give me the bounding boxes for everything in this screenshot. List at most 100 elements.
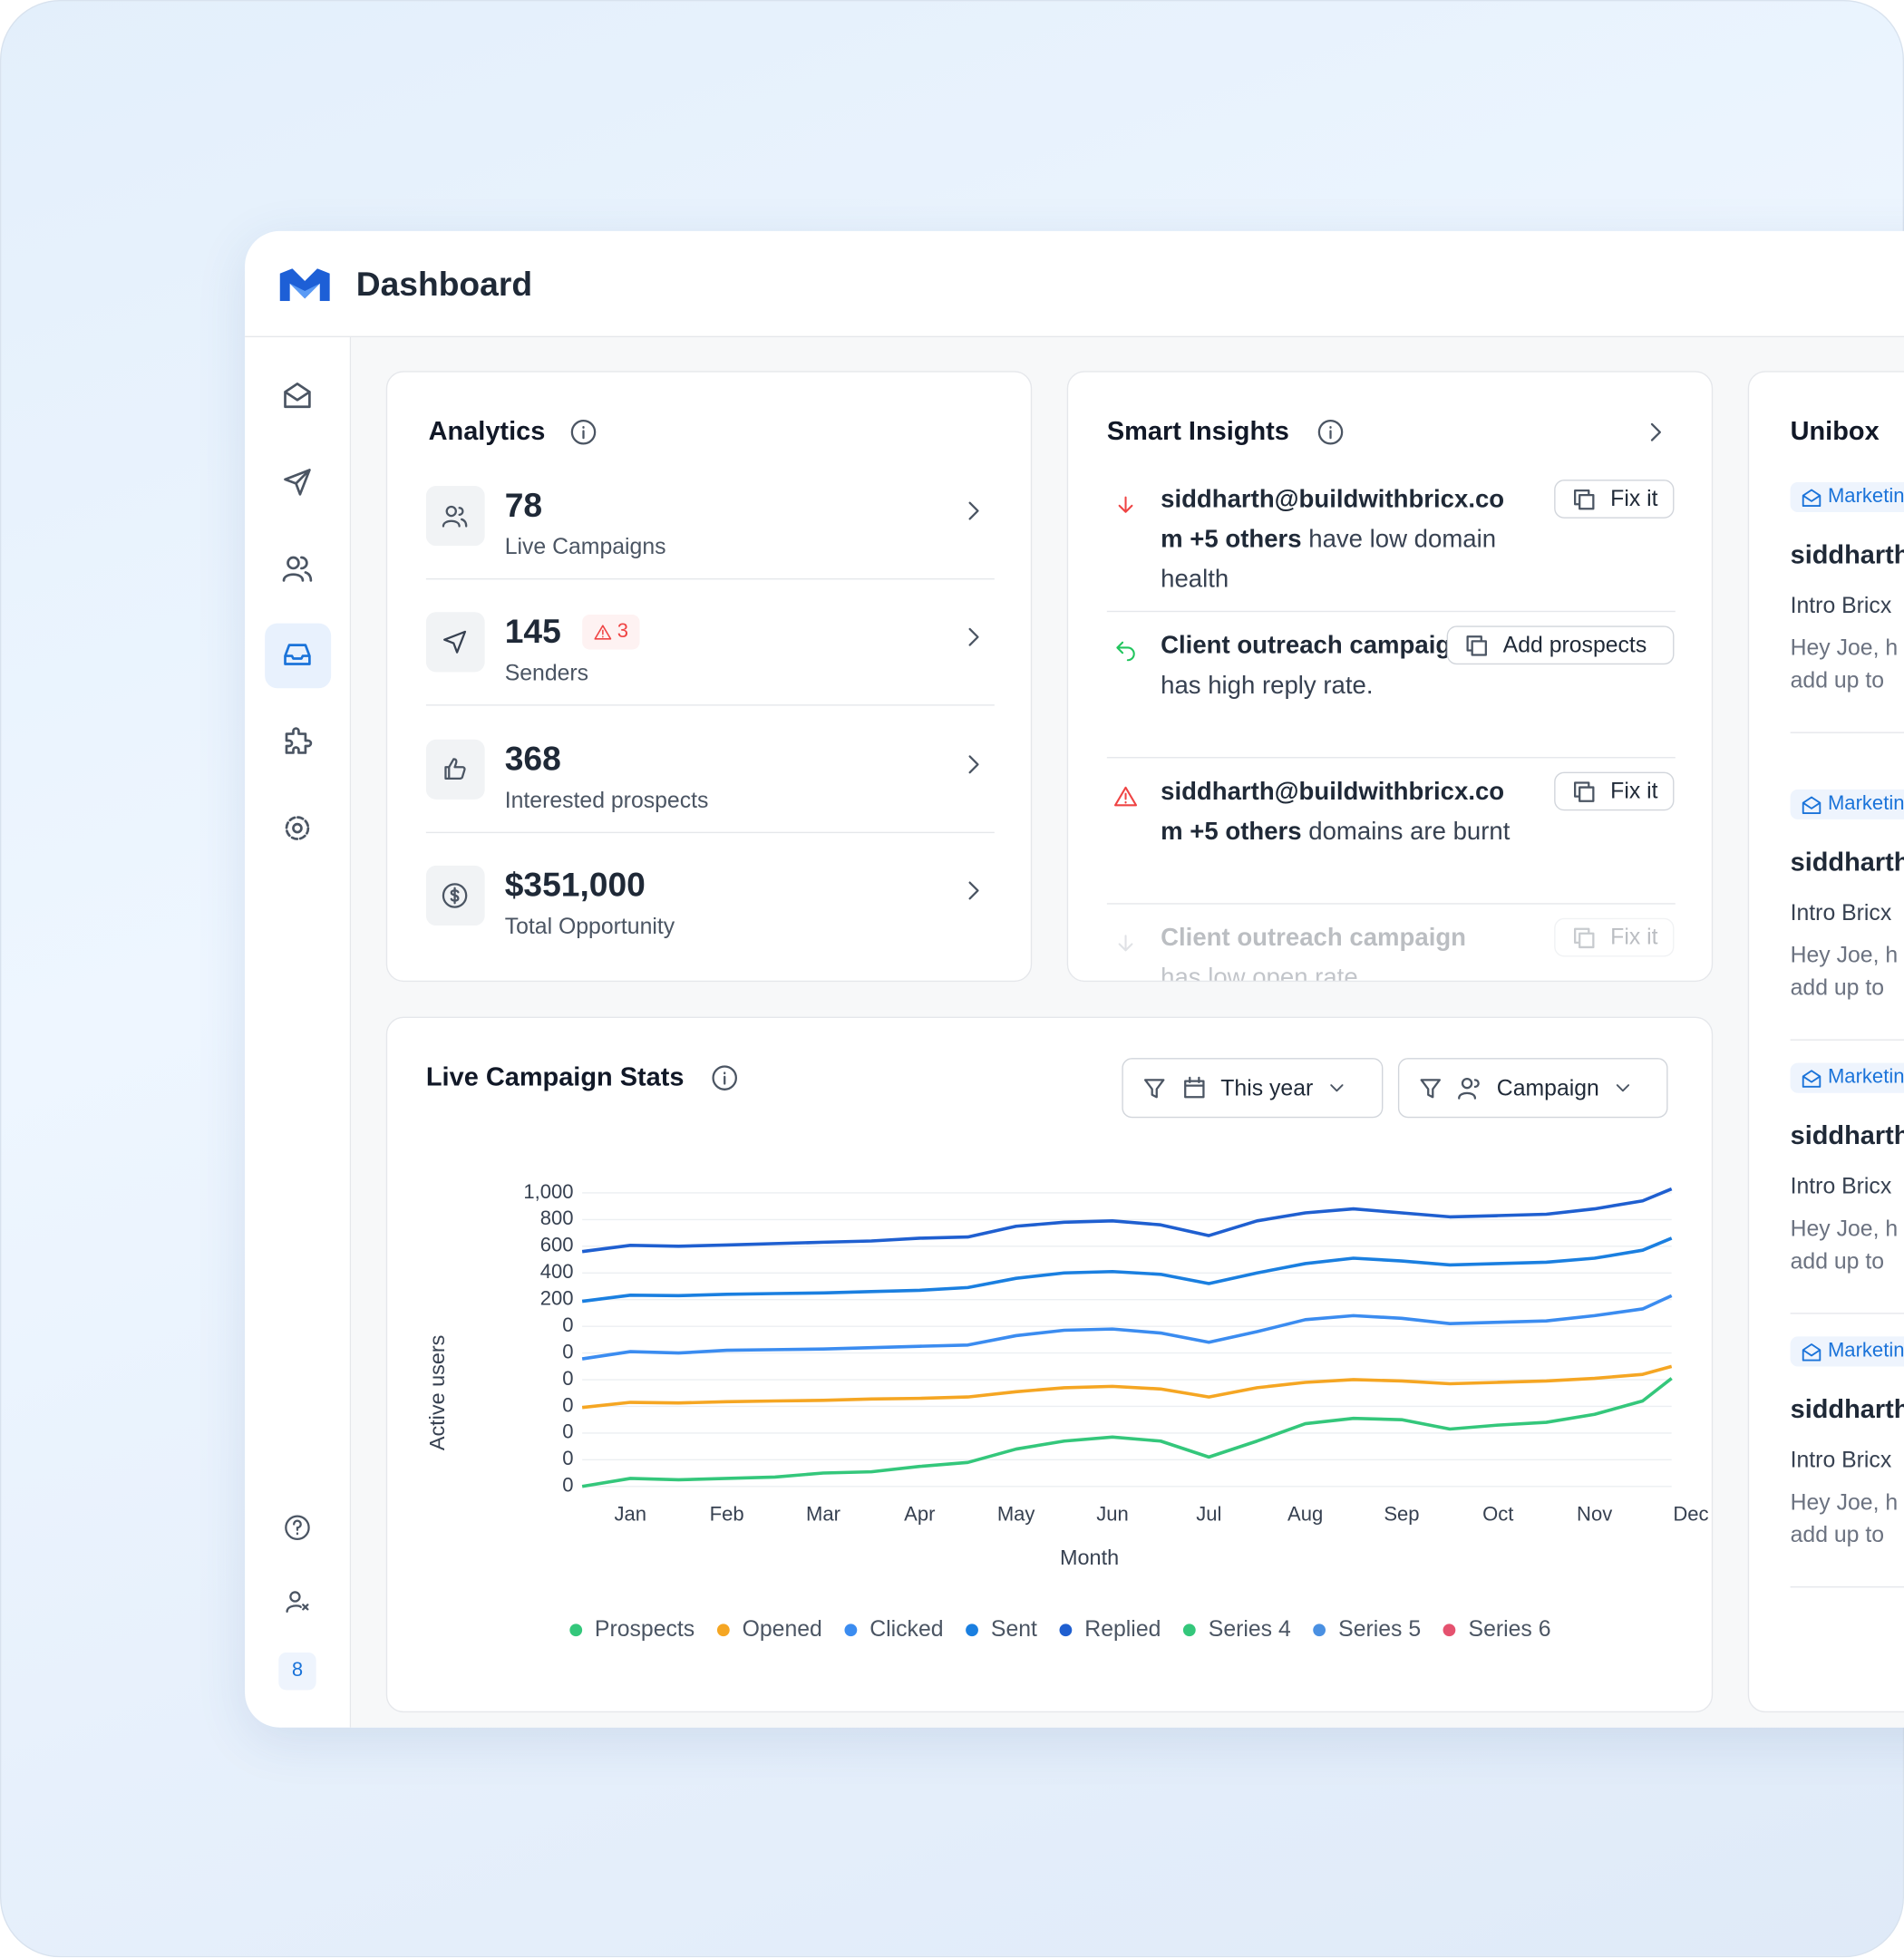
action-button[interactable]: Add prospects	[1446, 625, 1675, 665]
preview: add up to	[1790, 1522, 1885, 1547]
tag: Marketing	[1790, 481, 1904, 512]
action-button[interactable]: Fix it	[1554, 917, 1675, 957]
metric-label: Interested prospects	[504, 787, 709, 812]
insight-detail: has high reply rate.	[1161, 672, 1374, 700]
filter-dropdown[interactable]: Campaign	[1397, 1058, 1668, 1119]
series-line	[581, 1364, 1673, 1410]
button-label: Fix it	[1610, 486, 1658, 511]
insight-text: siddharth@buildwithbricx.com +5 others h…	[1161, 480, 1511, 599]
legend-label: Clicked	[869, 1616, 944, 1642]
copy-icon	[1573, 489, 1595, 509]
row-icon	[444, 757, 466, 780]
legend-item: Series 6	[1443, 1616, 1551, 1643]
y-tick-label: 0	[562, 1447, 573, 1469]
y-tick-label: 0	[562, 1367, 573, 1390]
legend-item: Clicked	[844, 1616, 944, 1643]
tag: Marketing	[1790, 789, 1904, 819]
preview: Hey Joe, h	[1790, 1216, 1899, 1241]
sender: siddharth	[1790, 1395, 1904, 1424]
legend-swatch	[717, 1623, 730, 1636]
nav-users[interactable]	[281, 552, 314, 585]
icon-box	[425, 739, 485, 800]
legend-label: Sent	[990, 1616, 1037, 1642]
x-tick-label: Jan	[615, 1502, 647, 1525]
series-line	[581, 1187, 1673, 1254]
metric-label: Total Opportunity	[504, 913, 675, 939]
legend-label: Opened	[742, 1616, 822, 1642]
badge-count: 3	[617, 621, 629, 643]
y-tick-label: 0	[562, 1393, 573, 1416]
x-tick-label: Sep	[1384, 1502, 1419, 1525]
subject: Intro Bricx	[1790, 899, 1892, 926]
insight-bold: siddharth@buildwithbricx.com +5 others	[1161, 778, 1505, 846]
icon-box	[425, 612, 485, 673]
info-icon[interactable]	[1316, 419, 1344, 446]
insight-bold: Client outreach campaign	[1161, 632, 1467, 660]
copy-icon	[1466, 635, 1487, 655]
tag-label: Marketing	[1827, 1340, 1904, 1362]
metric-value: $351,000	[504, 866, 646, 904]
row-icon	[443, 631, 467, 654]
action-button[interactable]: Fix it	[1554, 771, 1675, 811]
insight-text: siddharth@buildwithbricx.com +5 others d…	[1161, 772, 1511, 852]
metric-value: 368	[504, 739, 561, 778]
info-icon[interactable]	[569, 419, 597, 446]
nav-account[interactable]	[284, 1587, 311, 1614]
series-line	[581, 1377, 1673, 1488]
copy-icon	[1573, 780, 1595, 802]
legend-item: Series 4	[1183, 1616, 1291, 1643]
insight-detail: has low open rate	[1161, 964, 1358, 983]
nav-send[interactable]	[281, 466, 314, 499]
x-axis-label: Month	[1060, 1546, 1119, 1569]
sidebar-border	[349, 337, 352, 1728]
x-tick-label: Apr	[904, 1502, 935, 1525]
y-axis-label: Active users	[425, 1335, 449, 1450]
unibox-card: Unibox Marketing siddharth Intro Bricx Hey …	[1747, 371, 1904, 1713]
insight-bold: siddharth@buildwithbricx.com +5 others	[1161, 486, 1505, 554]
badge: 8	[278, 1653, 316, 1691]
logo	[279, 268, 330, 302]
legend-swatch	[844, 1623, 858, 1636]
chevron	[968, 881, 979, 900]
icon-box	[425, 486, 485, 547]
nav-settings[interactable]	[281, 812, 314, 845]
action-button[interactable]: Fix it	[1554, 480, 1675, 519]
nav-inbox[interactable]	[281, 638, 314, 671]
filter-kind-icon	[1458, 1077, 1480, 1100]
x-tick-label: Nov	[1577, 1502, 1612, 1525]
legend-item: Replied	[1059, 1616, 1161, 1643]
y-tick-label: 200	[540, 1287, 574, 1310]
header	[245, 231, 1904, 338]
tag: Marketing	[1790, 1336, 1904, 1367]
button-label: Fix it	[1610, 778, 1658, 804]
y-tick-label: 400	[540, 1260, 574, 1283]
legend-swatch	[1443, 1623, 1456, 1636]
button-label: Add prospects	[1502, 632, 1647, 657]
y-tick-label: 0	[562, 1313, 573, 1336]
preview: Hey Joe, h	[1790, 635, 1899, 661]
page-title: Dashboard	[355, 265, 533, 304]
chevron-down	[1330, 1084, 1344, 1092]
insight-detail: domains are burnt	[1308, 818, 1511, 846]
nav-mail[interactable]	[281, 380, 314, 412]
divider	[425, 577, 995, 580]
legend-item: Sent	[966, 1616, 1037, 1643]
chevron[interactable]	[1642, 419, 1669, 446]
button-label: Fix it	[1610, 924, 1658, 950]
filter-dropdown[interactable]: This year	[1122, 1058, 1384, 1119]
row-icon	[442, 883, 468, 908]
legend-item: Series 5	[1313, 1616, 1421, 1643]
divider	[1106, 610, 1676, 613]
y-tick-label: 0	[562, 1340, 573, 1362]
info-icon[interactable]	[711, 1064, 738, 1091]
tag-label: Marketing	[1827, 1066, 1904, 1089]
insight-icon	[1118, 935, 1133, 952]
x-tick-label: Feb	[710, 1502, 744, 1525]
insight-icon	[1114, 786, 1138, 807]
nav-help[interactable]	[284, 1514, 311, 1541]
preview: add up to	[1790, 1248, 1885, 1274]
x-tick-label: May	[997, 1502, 1035, 1525]
nav-integrations[interactable]	[281, 726, 314, 759]
